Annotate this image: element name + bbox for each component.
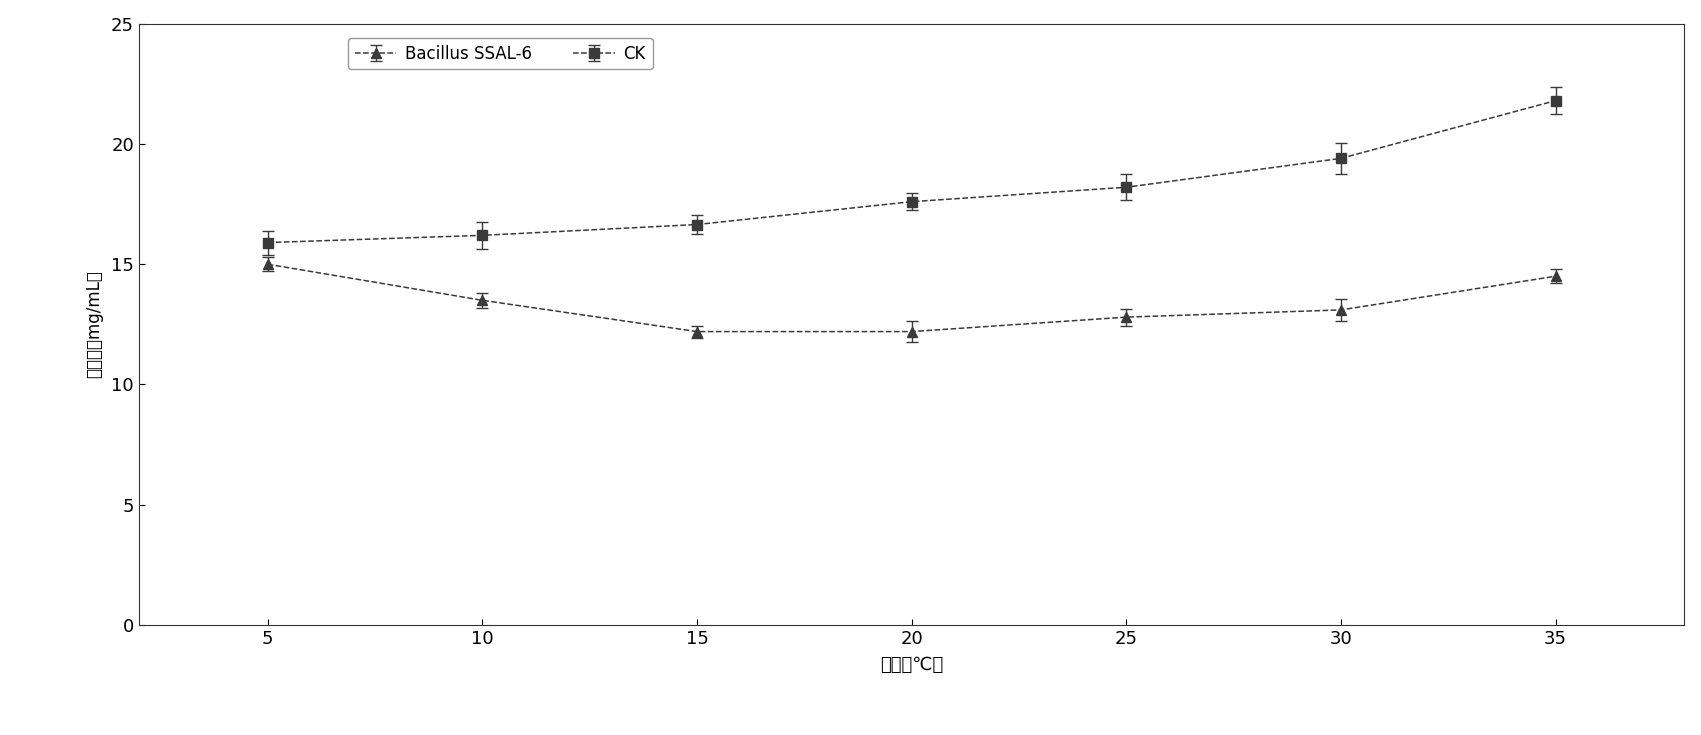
Legend: Bacillus SSAL-6, CK: Bacillus SSAL-6, CK	[349, 38, 653, 69]
Y-axis label: 叶绿素（mg/mL）: 叶绿素（mg/mL）	[85, 270, 102, 379]
X-axis label: 温度（℃）: 温度（℃）	[879, 656, 944, 674]
